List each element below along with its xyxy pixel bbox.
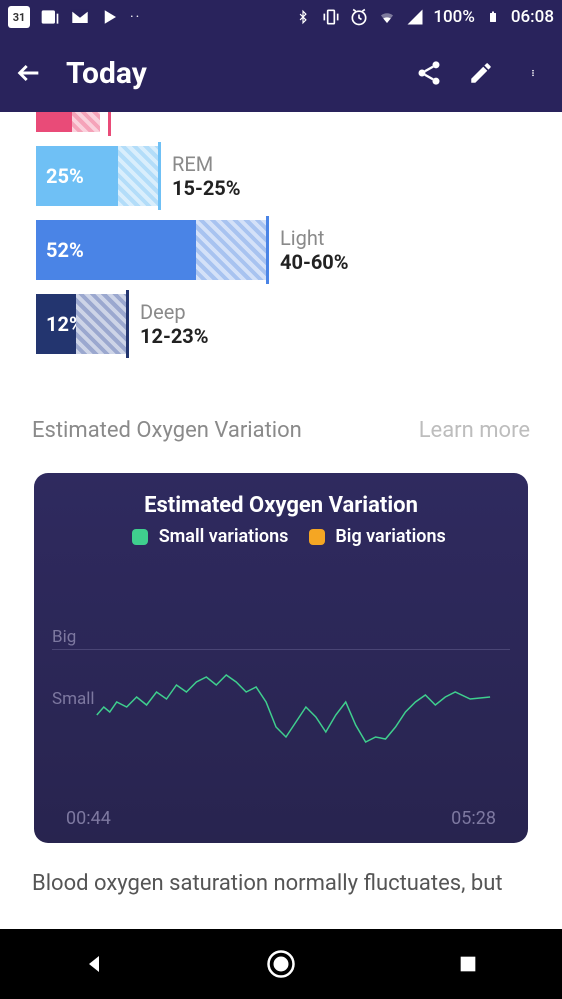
small-axis-label: Small xyxy=(52,689,95,709)
stage-bar-rem: 25% xyxy=(36,146,158,206)
stage-name-deep: Deep xyxy=(140,300,209,324)
battery-icon xyxy=(483,7,503,27)
bluetooth-icon xyxy=(293,7,313,27)
app-bar: Today xyxy=(0,34,562,112)
stage-pct-deep: 12% xyxy=(36,294,76,354)
status-left: 31 ·· xyxy=(8,6,141,28)
stage-range-deep: 12-23% xyxy=(140,324,209,348)
stage-range-bar-rem xyxy=(118,146,158,206)
stage-row-rem: 25% REM15-25% xyxy=(36,146,562,206)
nav-home[interactable] xyxy=(265,948,297,980)
stage-name-rem: REM xyxy=(172,152,241,176)
stage-bar-light: 52% xyxy=(36,220,266,280)
stage-range-bar-awake xyxy=(72,112,100,132)
stage-range-bar-light xyxy=(196,220,266,280)
stage-labels-rem: REM15-25% xyxy=(172,152,241,200)
legend-big-label: Big variations xyxy=(335,526,445,547)
signal-icon xyxy=(405,7,425,27)
oxygen-card-title: Estimated Oxygen Variation xyxy=(34,493,528,518)
alarm-icon xyxy=(349,7,369,27)
nav-recent[interactable] xyxy=(452,948,484,980)
big-gridline xyxy=(52,649,510,650)
page-title: Today xyxy=(66,56,392,91)
stage-name-light: Light xyxy=(280,226,349,250)
legend-swatch-small xyxy=(132,529,148,545)
nav-back[interactable] xyxy=(78,948,110,980)
stage-range-light: 40-60% xyxy=(280,250,349,274)
stage-labels-deep: Deep12-23% xyxy=(140,300,209,348)
stage-pct-light: 52% xyxy=(36,220,196,280)
stage-row-light: 52% Light40-60% xyxy=(36,220,562,280)
main-content: 25%REM15-25%52%Light40-60%12%Deep12-23% … xyxy=(0,112,562,929)
more-notif-icon: ·· xyxy=(130,9,141,25)
legend-small-label: Small variations xyxy=(159,526,289,547)
oxygen-legend: Small variations Big variations xyxy=(34,526,528,547)
stage-tick-awake xyxy=(108,112,111,136)
big-axis-label: Big xyxy=(52,627,76,647)
edit-button[interactable] xyxy=(466,58,496,88)
time-end: 05:28 xyxy=(451,808,496,829)
stage-labels-light: Light40-60% xyxy=(280,226,349,274)
play-icon xyxy=(100,7,120,27)
android-nav-bar xyxy=(0,929,562,999)
section-title: Estimated Oxygen Variation xyxy=(32,418,302,443)
learn-more-link[interactable]: Learn more xyxy=(419,418,530,443)
stage-tick-deep xyxy=(126,290,129,358)
stage-range-bar-deep xyxy=(76,294,126,354)
news-icon xyxy=(40,7,60,27)
section-heading: Estimated Oxygen Variation Learn more xyxy=(0,368,562,463)
stage-row-awake xyxy=(36,112,562,132)
oxygen-variation-card: Estimated Oxygen Variation Small variati… xyxy=(34,473,528,843)
oxygen-line-chart xyxy=(52,607,510,777)
stage-tick-light xyxy=(266,216,269,284)
back-button[interactable] xyxy=(14,58,44,88)
overflow-button[interactable] xyxy=(518,58,548,88)
mail-icon xyxy=(70,7,90,27)
calendar-icon: 31 xyxy=(8,6,30,28)
android-status-bar: 31 ·· 100% 06:08 xyxy=(0,0,562,34)
status-right: 100% 06:08 xyxy=(293,7,554,27)
wifi-icon xyxy=(377,7,397,27)
stage-range-rem: 15-25% xyxy=(172,176,241,200)
stage-bar-deep: 12% xyxy=(36,294,126,354)
stage-tick-rem xyxy=(158,142,161,210)
sleep-stages: 25% REM15-25% 52% Light40-60% 12% Deep12-23% xyxy=(0,112,562,354)
clock-time: 06:08 xyxy=(511,7,554,27)
stage-bar-awake xyxy=(36,112,108,132)
stage-row-deep: 12% Deep12-23% xyxy=(36,294,562,354)
legend-swatch-big xyxy=(309,529,325,545)
battery-percent: 100% xyxy=(433,7,475,27)
stage-pct-awake xyxy=(36,112,72,132)
oxygen-chart: Big Small xyxy=(52,607,510,777)
stage-pct-rem: 25% xyxy=(36,146,118,206)
time-start: 00:44 xyxy=(66,808,111,829)
vibrate-icon xyxy=(321,7,341,27)
share-button[interactable] xyxy=(414,58,444,88)
oxygen-time-axis: 00:44 05:28 xyxy=(34,808,528,829)
description-text: Blood oxygen saturation normally fluctua… xyxy=(0,843,562,896)
